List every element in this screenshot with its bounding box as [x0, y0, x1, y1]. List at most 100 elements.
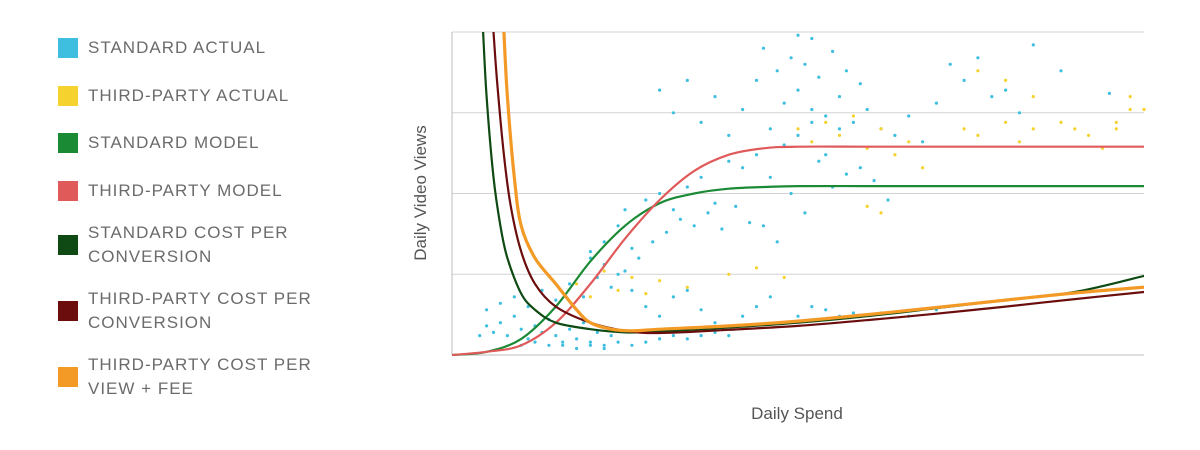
point-standard-actual	[533, 340, 537, 344]
point-standard-actual	[630, 288, 634, 292]
legend-label: STANDARD COST PER CONVERSION	[88, 223, 289, 266]
point-standard-actual	[1107, 91, 1111, 95]
point-standard-actual	[581, 321, 586, 325]
point-standard-actual	[637, 256, 641, 260]
point-standard-actual	[893, 133, 897, 137]
point-standard-actual	[962, 78, 966, 82]
grid	[451, 31, 1144, 356]
point-standard-actual	[526, 337, 530, 341]
point-standard-actual	[741, 166, 745, 170]
legend-swatch	[58, 367, 78, 387]
legend-item-standard-model: STANDARD MODEL	[58, 131, 338, 155]
point-standard-actual	[478, 334, 482, 338]
point-standard-actual	[554, 298, 558, 302]
point-third-party-actual	[921, 166, 925, 170]
point-standard-actual	[498, 301, 502, 305]
legend: STANDARD ACTUAL THIRD-PARTY ACTUAL STANDAR…	[58, 0, 388, 450]
point-standard-actual	[671, 208, 676, 212]
point-standard-actual	[616, 272, 620, 276]
point-standard-actual	[623, 269, 627, 273]
point-third-party-actual	[865, 204, 869, 208]
line-standard-cpc	[482, 32, 1144, 334]
point-third-party-actual	[658, 279, 662, 283]
point-third-party-actual	[1142, 107, 1146, 112]
point-standard-actual	[602, 346, 606, 351]
point-standard-actual	[837, 127, 842, 131]
point-standard-actual	[630, 343, 634, 347]
point-standard-actual	[844, 172, 849, 176]
point-standard-actual	[671, 295, 676, 299]
point-standard-actual	[844, 69, 849, 73]
point-standard-actual	[505, 334, 509, 338]
point-standard-actual	[685, 288, 689, 292]
point-third-party-actual	[575, 282, 579, 286]
point-standard-actual	[685, 185, 689, 189]
point-third-party-actual	[1031, 127, 1035, 131]
point-third-party-actual	[602, 269, 606, 273]
legend-item-third-party-model: THIRD-PARTY MODEL	[58, 179, 338, 203]
point-standard-actual	[595, 330, 599, 334]
point-third-party-actual	[907, 140, 911, 144]
point-standard-actual	[692, 224, 696, 228]
legend-swatch	[58, 181, 78, 201]
point-standard-actual	[775, 240, 779, 244]
point-standard-actual	[727, 133, 731, 137]
point-standard-actual	[588, 343, 593, 347]
point-standard-actual	[824, 153, 828, 157]
line-third-party-cpv-fee	[502, 32, 1144, 333]
point-standard-actual	[990, 95, 994, 99]
legend-swatch	[58, 86, 78, 106]
point-standard-actual	[948, 62, 952, 66]
legend-label: STANDARD ACTUAL	[88, 38, 267, 57]
point-standard-actual	[1004, 88, 1008, 92]
legend-swatch	[58, 133, 78, 153]
point-standard-actual	[865, 107, 869, 112]
series-lines	[452, 32, 1144, 357]
legend-label: THIRD-PARTY COST PER CONVERSION	[88, 289, 312, 332]
point-standard-actual	[741, 314, 745, 318]
point-standard-actual	[561, 340, 565, 344]
point-third-party-actual	[1087, 133, 1091, 137]
point-third-party-actual	[754, 266, 759, 270]
point-standard-actual	[1059, 69, 1063, 73]
legend-swatch	[58, 235, 78, 255]
point-standard-actual	[568, 282, 572, 286]
point-standard-actual	[851, 311, 856, 315]
point-standard-actual	[803, 62, 807, 66]
point-standard-actual	[768, 127, 772, 131]
point-third-party-actual	[782, 275, 786, 280]
point-standard-actual	[727, 334, 731, 338]
legend-item-standard-cpc: STANDARD COST PER CONVERSION	[58, 221, 338, 269]
point-standard-actual	[685, 78, 689, 82]
point-standard-actual	[713, 201, 717, 205]
point-standard-actual	[512, 314, 516, 318]
point-third-party-actual	[962, 127, 966, 131]
legend-label: THIRD-PARTY MODEL	[88, 181, 283, 200]
point-standard-actual	[588, 340, 593, 344]
point-standard-actual	[602, 240, 606, 244]
point-third-party-actual	[893, 153, 897, 157]
point-standard-actual	[713, 95, 717, 99]
point-standard-actual	[789, 191, 793, 196]
point-standard-actual	[782, 101, 786, 105]
point-standard-actual	[616, 224, 620, 228]
point-third-party-actual	[1004, 120, 1008, 124]
point-standard-actual	[699, 334, 703, 338]
point-third-party-actual	[1031, 95, 1035, 99]
point-standard-actual	[803, 211, 807, 215]
point-standard-actual	[644, 198, 648, 202]
legend-item-third-party-cpv-fee: THIRD-PARTY COST PER VIEW + FEE	[58, 353, 338, 401]
legend-item-third-party-cpc: THIRD-PARTY COST PER CONVERSION	[58, 287, 338, 335]
point-standard-actual	[907, 114, 911, 118]
point-standard-actual	[616, 340, 620, 344]
point-standard-actual	[851, 120, 856, 124]
point-standard-actual	[886, 198, 890, 202]
point-standard-actual	[498, 321, 502, 325]
point-third-party-actual	[616, 288, 620, 292]
point-standard-actual	[491, 330, 496, 334]
point-third-party-actual	[644, 292, 648, 296]
point-standard-actual	[658, 191, 662, 196]
point-standard-actual	[485, 308, 489, 312]
point-third-party-actual	[1114, 127, 1118, 131]
point-third-party-actual	[810, 140, 814, 144]
